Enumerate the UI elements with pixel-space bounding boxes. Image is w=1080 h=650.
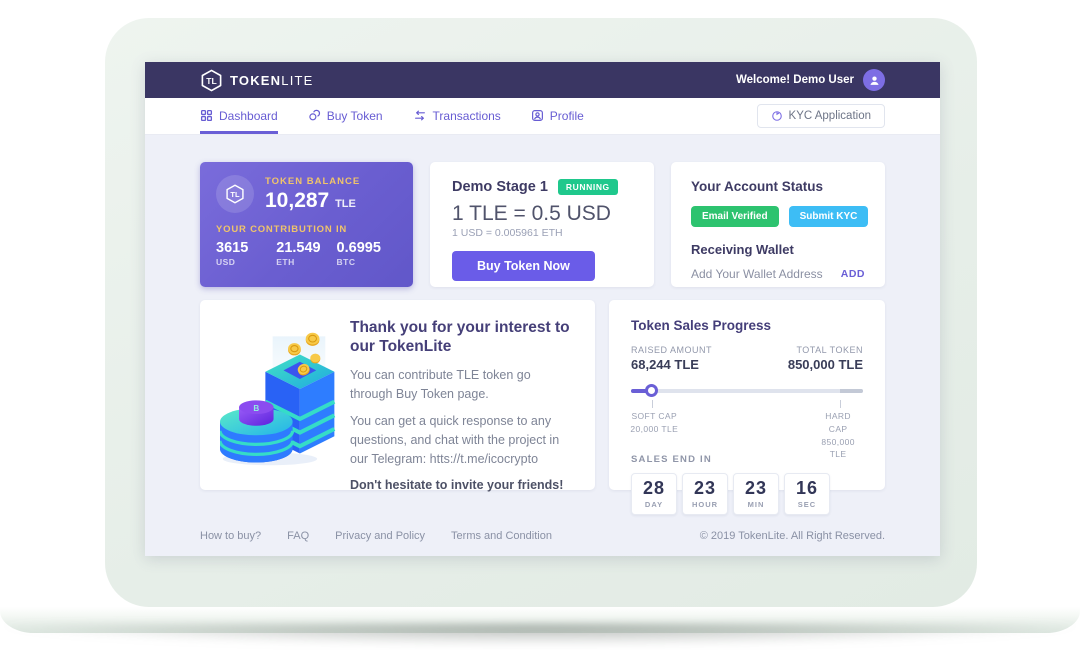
progress-thumb[interactable]	[644, 384, 658, 397]
progress-track	[631, 389, 863, 393]
token-balance-amount: 10,287 TLE	[265, 188, 356, 212]
email-verified-badge: Email Verified	[691, 206, 779, 227]
contribution-label: YOUR CONTRIBUTION IN	[216, 224, 348, 235]
contribution-usd: 3615 USD	[216, 240, 249, 267]
nav-item-profile[interactable]: Profile	[531, 98, 584, 134]
contribution-btc: 0.6995 BTC	[336, 240, 381, 267]
token-rate: 1 TLE = 0.5 USD	[452, 202, 611, 225]
thanks-invite-line: Don't hesitate to invite your friends!	[350, 477, 564, 492]
soft-cap-label: SOFT CAP 20,000 TLE	[630, 411, 679, 434]
svg-text:TL: TL	[230, 190, 240, 199]
token-hex-icon: TL	[226, 184, 244, 204]
nav-label: Buy Token	[326, 108, 383, 123]
countdown-hour: 23 HOUR	[682, 473, 728, 515]
dashboard-icon	[200, 109, 213, 122]
hard-cap-label: HARD CAP 850,000 TLE	[821, 411, 855, 460]
nav-item-buy-token[interactable]: Buy Token	[308, 98, 383, 134]
token-balance-unit: TLE	[335, 197, 356, 210]
welcome-message-card: B Thank you for your interest to our Tok…	[200, 300, 595, 492]
user-avatar[interactable]	[863, 69, 885, 91]
footer-link-faq[interactable]: FAQ	[287, 530, 310, 542]
countdown-sec: 16 SEC	[784, 473, 830, 515]
kyc-icon	[771, 111, 782, 121]
token-sales-progress-card: Token Sales Progress RAISED AMOUNT TOTAL…	[609, 300, 885, 515]
total-token-label: TOTAL TOKEN	[796, 345, 863, 355]
countdown-day: 28 DAY	[631, 473, 677, 515]
footer-link-how-to-buy[interactable]: How to buy?	[200, 530, 262, 542]
account-status-title: Your Account Status	[691, 179, 824, 194]
buy-token-now-button[interactable]: Buy Token Now	[452, 251, 595, 281]
add-wallet-link[interactable]: ADD	[840, 268, 865, 280]
footer-link-terms[interactable]: Terms and Condition	[451, 530, 552, 542]
laptop-shadow	[4, 624, 1076, 646]
kyc-application-button[interactable]: KYC Application	[756, 104, 885, 128]
countdown: 28 DAY 23 HOUR 23 MIN 16	[631, 473, 863, 515]
contribution-eth: 21.549 ETH	[276, 240, 321, 267]
raised-amount-label: RAISED AMOUNT	[631, 345, 713, 355]
svg-text:TL: TL	[206, 75, 217, 85]
tokenlite-logo[interactable]: TL TOKENLITE	[200, 69, 314, 92]
soft-cap-tick	[651, 400, 653, 408]
tokenlite-logo-text: TOKENLITE	[230, 72, 314, 88]
token-stage-card: Demo Stage 1 RUNNING 1 TLE = 0.5 USD 1 U…	[430, 162, 654, 287]
copyright-text: © 2019 TokenLite. All Right Reserved.	[699, 530, 885, 542]
receiving-wallet-title: Receiving Wallet	[691, 242, 794, 257]
stage-title: Demo Stage 1	[452, 179, 548, 195]
countdown-min: 23 MIN	[733, 473, 779, 515]
thanks-title: Thank you for your interest to our Token…	[350, 319, 570, 356]
app-header: TL TOKENLITE Welcome! Demo User	[145, 62, 940, 98]
progress-title: Token Sales Progress	[631, 318, 772, 333]
nav-label: Transactions	[432, 108, 501, 123]
crypto-illustration: B	[218, 330, 338, 472]
gold-coins	[288, 332, 321, 376]
progress-fill	[631, 389, 652, 393]
footer-link-privacy[interactable]: Privacy and Policy	[335, 530, 426, 542]
token-balance-label: TOKEN BALANCE	[265, 175, 361, 187]
swap-arrows-icon	[414, 110, 425, 121]
account-status-card: Your Account Status Email Verified Submi…	[671, 162, 885, 287]
total-token-value: 850,000 TLE	[787, 357, 863, 372]
hard-cap-tick	[839, 400, 841, 408]
sales-end-in-label: SALES END IN	[631, 454, 712, 465]
stage-status-badge: RUNNING	[557, 179, 618, 195]
tokenlite-logo-icon: TL	[200, 69, 223, 92]
tokenlite-app-window: TL TOKENLITE Welcome! Demo User	[145, 62, 940, 556]
welcome-text: Welcome! Demo User	[735, 74, 854, 86]
thanks-paragraph-1: You can contribute TLE token go through …	[350, 367, 531, 401]
main-nav: Dashboard Buy Token Transactions Profile	[145, 98, 940, 135]
token-subrate: 1 USD = 0.005961 ETH	[452, 227, 563, 239]
token-logo-badge: TL	[216, 175, 254, 213]
thanks-paragraph-2: You can get a quick response to any ques…	[350, 414, 560, 466]
app-footer: How to buy? FAQ Privacy and Policy Terms…	[200, 530, 885, 556]
dashboard-content: TL TOKEN BALANCE 10,287 TLE YOUR CONTRIB…	[145, 135, 940, 556]
person-icon	[869, 75, 879, 85]
token-balance-card: TL TOKEN BALANCE 10,287 TLE YOUR CONTRIB…	[200, 162, 413, 287]
nav-item-transactions[interactable]: Transactions	[413, 98, 501, 134]
nav-item-dashboard[interactable]: Dashboard	[200, 98, 278, 134]
progress-track-hardcap-segment	[839, 389, 863, 393]
nav-label: Dashboard	[219, 108, 278, 123]
raised-amount-value: 68,244 TLE	[631, 357, 699, 372]
profile-icon	[531, 110, 543, 121]
coins-icon	[309, 109, 320, 121]
svg-text:B: B	[253, 404, 259, 413]
sales-progress-slider	[631, 384, 863, 398]
submit-kyc-badge[interactable]: Submit KYC	[788, 206, 869, 227]
wallet-address-hint: Add Your Wallet Address	[691, 267, 823, 281]
nav-label: Profile	[549, 108, 584, 123]
